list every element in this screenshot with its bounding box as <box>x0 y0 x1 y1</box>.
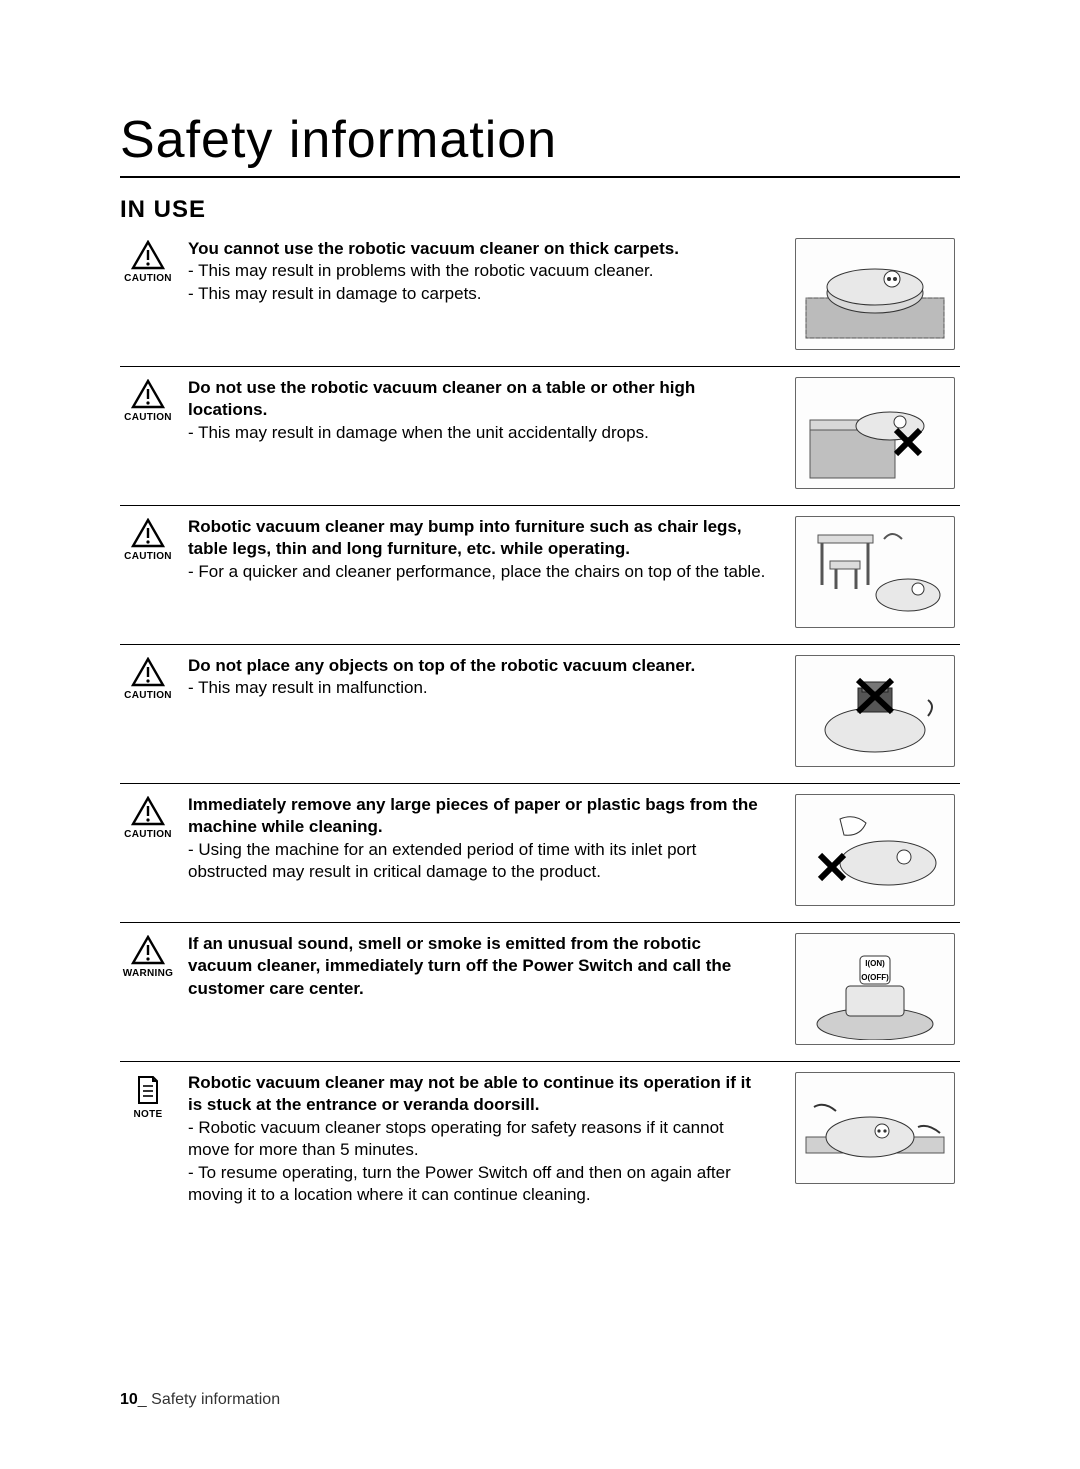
safety-item: NOTE Robotic vacuum cleaner may not be a… <box>120 1061 960 1223</box>
item-bullet: - This may result in damage to carpets. <box>188 283 768 305</box>
icon-column: CAUTION <box>120 238 176 284</box>
page-number: 10 <box>120 1391 138 1408</box>
text-column: Immediately remove any large pieces of p… <box>188 794 778 884</box>
text-column: Robotic vacuum cleaner may bump into fur… <box>188 516 778 583</box>
page-title: Safety information <box>120 110 960 178</box>
item-bullet: - To resume operating, turn the Power Sw… <box>188 1162 768 1207</box>
item-heading: If an unusual sound, smell or smoke is e… <box>188 933 768 1000</box>
illustration-doorsill <box>795 1072 955 1184</box>
item-bullet: - This may result in malfunction. <box>188 677 768 699</box>
item-heading: Do not use the robotic vacuum cleaner on… <box>188 377 768 422</box>
item-bullet: - For a quicker and cleaner performance,… <box>188 561 768 583</box>
caution-icon <box>131 657 165 687</box>
safety-item: WARNING If an unusual sound, smell or sm… <box>120 922 960 1061</box>
illustration-column <box>790 655 960 767</box>
item-heading: Immediately remove any large pieces of p… <box>188 794 768 839</box>
icon-column: CAUTION <box>120 655 176 701</box>
safety-item: CAUTION Do not use the robotic vacuum cl… <box>120 366 960 505</box>
item-bullet: - This may result in problems with the r… <box>188 260 768 282</box>
safety-item: CAUTION You cannot use the robotic vacuu… <box>120 234 960 366</box>
svg-text:I(ON): I(ON) <box>865 959 885 968</box>
icon-label: NOTE <box>134 1109 163 1120</box>
illustration-robot-on-carpet <box>795 238 955 350</box>
icon-label: CAUTION <box>124 412 172 423</box>
illustration-paper-bag <box>795 794 955 906</box>
note-icon <box>133 1074 163 1106</box>
icon-column: CAUTION <box>120 794 176 840</box>
illustration-column: I(ON) O(OFF) <box>790 933 960 1045</box>
item-heading: Robotic vacuum cleaner may bump into fur… <box>188 516 768 561</box>
item-heading: Robotic vacuum cleaner may not be able t… <box>188 1072 768 1117</box>
icon-column: CAUTION <box>120 516 176 562</box>
icon-column: WARNING <box>120 933 176 979</box>
caution-icon <box>131 379 165 409</box>
caution-icon <box>131 240 165 270</box>
illustration-power-switch: I(ON) O(OFF) <box>795 933 955 1045</box>
item-bullet: - Using the machine for an extended peri… <box>188 839 768 884</box>
icon-column: CAUTION <box>120 377 176 423</box>
illustration-column <box>790 1072 960 1184</box>
illustration-furniture-legs <box>795 516 955 628</box>
illustration-column <box>790 377 960 489</box>
icon-label: CAUTION <box>124 690 172 701</box>
page-footer: 10_ Safety information <box>120 1391 280 1409</box>
safety-item: CAUTION Immediately remove any large pie… <box>120 783 960 922</box>
illustration-column <box>790 238 960 350</box>
icon-label: WARNING <box>123 968 173 979</box>
svg-text:O(OFF): O(OFF) <box>861 973 889 982</box>
caution-icon <box>131 796 165 826</box>
section-heading: IN USE <box>120 196 960 224</box>
illustration-column <box>790 794 960 906</box>
item-heading: You cannot use the robotic vacuum cleane… <box>188 238 768 260</box>
icon-label: CAUTION <box>124 551 172 562</box>
safety-item: CAUTION Robotic vacuum cleaner may bump … <box>120 505 960 644</box>
icon-label: CAUTION <box>124 829 172 840</box>
illustration-robot-on-table <box>795 377 955 489</box>
icon-column: NOTE <box>120 1072 176 1120</box>
text-column: If an unusual sound, smell or smoke is e… <box>188 933 778 1000</box>
warning-icon <box>131 935 165 965</box>
caution-icon <box>131 518 165 548</box>
safety-item: CAUTION Do not place any objects on top … <box>120 644 960 783</box>
icon-label: CAUTION <box>124 273 172 284</box>
text-column: Do not use the robotic vacuum cleaner on… <box>188 377 778 444</box>
text-column: Robotic vacuum cleaner may not be able t… <box>188 1072 778 1207</box>
item-bullet: - This may result in damage when the uni… <box>188 422 768 444</box>
text-column: You cannot use the robotic vacuum cleane… <box>188 238 778 305</box>
item-bullet: - Robotic vacuum cleaner stops operating… <box>188 1117 768 1162</box>
text-column: Do not place any objects on top of the r… <box>188 655 778 700</box>
illustration-object-on-robot <box>795 655 955 767</box>
illustration-column <box>790 516 960 628</box>
item-heading: Do not place any objects on top of the r… <box>188 655 768 677</box>
footer-separator: _ <box>138 1391 151 1408</box>
footer-label: Safety information <box>151 1391 280 1408</box>
